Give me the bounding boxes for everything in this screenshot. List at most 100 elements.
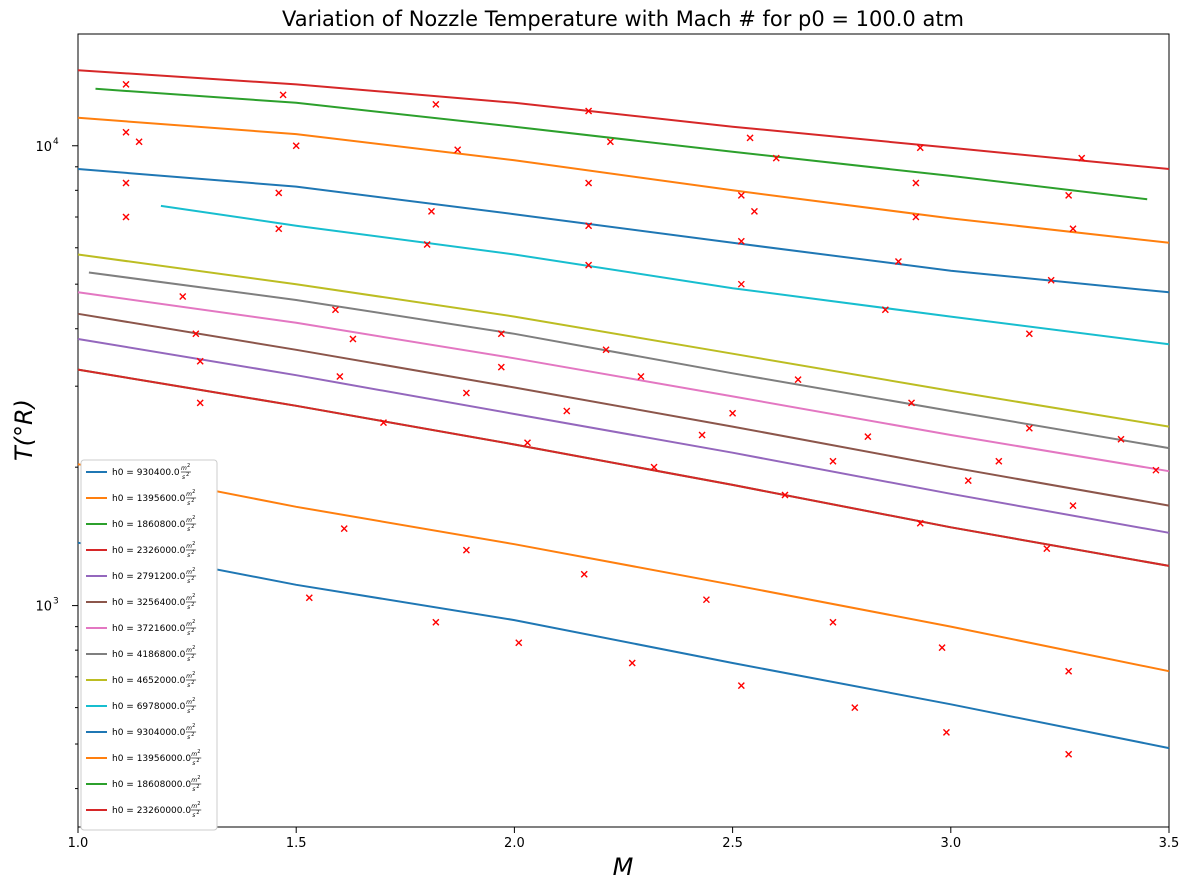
legend-label: h0 = 6978000.0 bbox=[112, 702, 186, 712]
legend-unit-den-exp: 2 bbox=[196, 810, 199, 816]
legend-label: h0 = 2791200.0 bbox=[112, 572, 186, 582]
x-marker bbox=[1043, 545, 1051, 553]
x-marker-stroke bbox=[912, 179, 920, 187]
legend-unit-den: s bbox=[187, 578, 190, 585]
legend-unit-den-exp: 2 bbox=[191, 732, 194, 738]
series-line-8 bbox=[77, 253, 1170, 428]
legend-unit-num-exp: 2 bbox=[192, 515, 195, 521]
x-marker-stroke bbox=[196, 357, 204, 365]
x-marker bbox=[462, 546, 470, 554]
legend-unit-num: m bbox=[186, 595, 192, 602]
x-marker bbox=[432, 100, 440, 108]
x-marker bbox=[515, 639, 523, 647]
x-marker bbox=[702, 596, 710, 604]
x-marker-stroke bbox=[912, 213, 920, 221]
x-marker-stroke bbox=[737, 191, 745, 199]
legend-unit-den: s bbox=[187, 500, 190, 507]
x-marker bbox=[829, 457, 837, 465]
legend-unit-num-exp: 2 bbox=[192, 645, 195, 651]
x-marker bbox=[336, 372, 344, 380]
x-marker bbox=[737, 682, 745, 690]
x-marker bbox=[912, 179, 920, 187]
x-axis-label: M bbox=[613, 853, 634, 881]
x-marker bbox=[497, 363, 505, 371]
x-marker-stroke bbox=[908, 399, 916, 407]
x-marker bbox=[942, 728, 950, 736]
x-marker-stroke bbox=[122, 213, 130, 221]
x-marker-stroke bbox=[122, 179, 130, 187]
x-marker-stroke bbox=[515, 639, 523, 647]
x-marker bbox=[331, 306, 339, 314]
legend-unit-num-exp: 2 bbox=[192, 671, 195, 677]
x-marker bbox=[379, 419, 387, 427]
x-marker bbox=[462, 389, 470, 397]
legend-label: h0 = 9304000.0 bbox=[112, 728, 186, 738]
x-marker bbox=[305, 594, 313, 602]
x-marker bbox=[192, 330, 200, 338]
legend-unit-num-exp: 2 bbox=[192, 723, 195, 729]
legend-unit-num-exp: 2 bbox=[197, 775, 200, 781]
legend-unit-den-exp: 2 bbox=[196, 758, 199, 764]
x-marker bbox=[964, 477, 972, 485]
x-marker-stroke bbox=[1025, 424, 1033, 432]
series-line-7 bbox=[88, 271, 1170, 450]
x-marker-stroke bbox=[781, 491, 789, 499]
x-marker-stroke bbox=[746, 134, 754, 142]
x-marker-stroke bbox=[829, 618, 837, 626]
legend-label: h0 = 13956000.0 bbox=[112, 754, 191, 764]
x-tick-label: 1.5 bbox=[286, 836, 307, 851]
x-marker-stroke bbox=[942, 728, 950, 736]
x-marker bbox=[196, 399, 204, 407]
x-marker-stroke bbox=[995, 457, 1003, 465]
legend-unit-den-exp: 2 bbox=[191, 524, 194, 530]
x-marker bbox=[1047, 276, 1055, 284]
x-marker bbox=[585, 261, 593, 269]
x-marker-stroke bbox=[340, 525, 348, 533]
x-marker bbox=[179, 293, 187, 301]
x-marker bbox=[698, 431, 706, 439]
x-marker bbox=[1065, 191, 1073, 199]
x-marker-stroke bbox=[432, 618, 440, 626]
x-marker-stroke bbox=[964, 477, 972, 485]
legend-unit-num: m bbox=[186, 725, 192, 732]
legend-label: h0 = 3721600.0 bbox=[112, 624, 186, 634]
x-tick-label: 3.0 bbox=[940, 836, 961, 851]
x-marker bbox=[737, 191, 745, 199]
legend-unit-num-exp: 2 bbox=[192, 541, 195, 547]
x-marker bbox=[523, 439, 531, 447]
x-marker bbox=[1025, 424, 1033, 432]
legend-unit-den: s bbox=[187, 552, 190, 559]
legend-unit-num-exp: 2 bbox=[192, 697, 195, 703]
x-marker-stroke bbox=[881, 306, 889, 314]
legend-unit-num-exp: 2 bbox=[187, 463, 190, 469]
legend-label: h0 = 4186800.0 bbox=[112, 650, 186, 660]
x-marker bbox=[1025, 330, 1033, 338]
x-marker bbox=[1069, 502, 1077, 510]
x-marker-stroke bbox=[179, 293, 187, 301]
x-marker bbox=[995, 457, 1003, 465]
x-marker-stroke bbox=[628, 659, 636, 667]
legend-unit-den-exp: 2 bbox=[191, 576, 194, 582]
x-marker-stroke bbox=[349, 335, 357, 343]
x-marker bbox=[908, 399, 916, 407]
series-line-3 bbox=[77, 368, 1170, 567]
series-line-12 bbox=[95, 87, 1148, 201]
legend-unit-den: s bbox=[187, 604, 190, 611]
x-marker-stroke bbox=[864, 433, 872, 441]
legend-unit-den: s bbox=[182, 474, 185, 481]
x-marker bbox=[1069, 225, 1077, 233]
x-marker-stroke bbox=[196, 399, 204, 407]
series-lines bbox=[77, 69, 1170, 750]
x-marker bbox=[122, 80, 130, 88]
x-marker bbox=[894, 258, 902, 266]
legend-label: h0 = 18608000.0 bbox=[112, 780, 191, 790]
x-marker bbox=[1078, 154, 1086, 162]
x-marker bbox=[772, 154, 780, 162]
x-marker bbox=[292, 142, 300, 150]
x-marker-stroke bbox=[122, 128, 130, 136]
x-marker bbox=[737, 280, 745, 288]
x-marker bbox=[122, 213, 130, 221]
y-tick-exponent: 4 bbox=[53, 137, 59, 147]
